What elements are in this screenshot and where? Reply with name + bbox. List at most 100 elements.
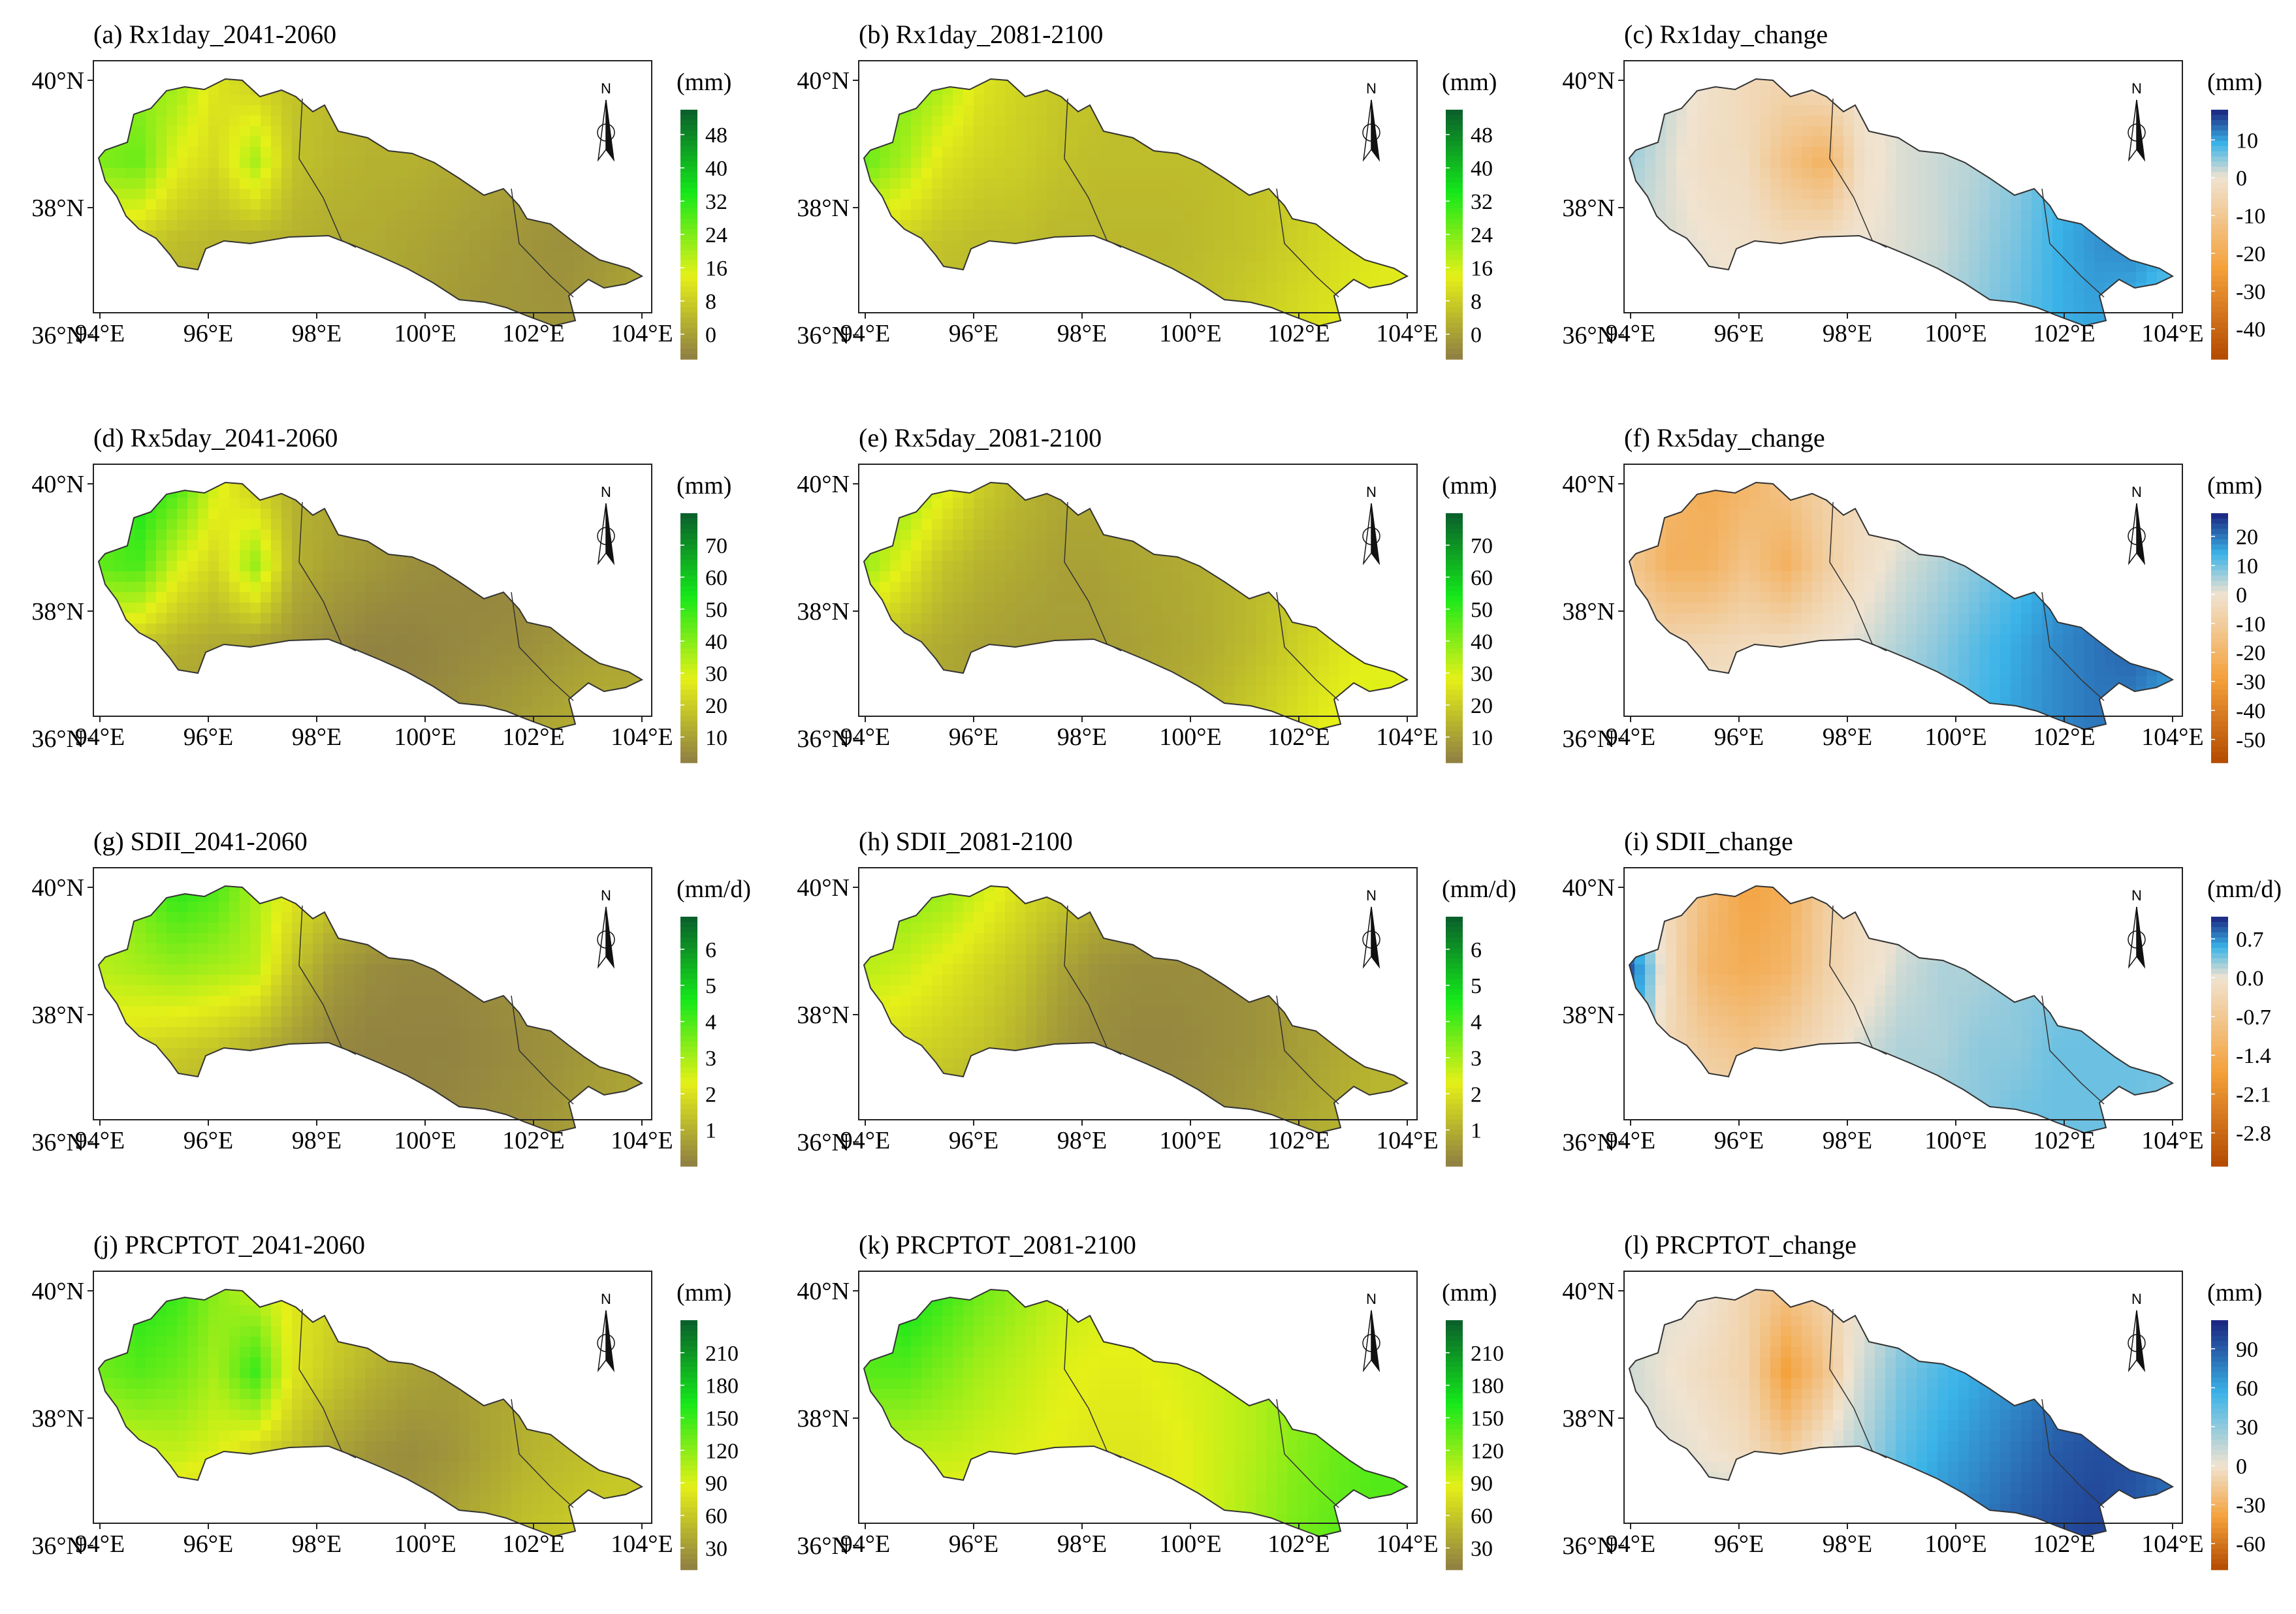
heatmap-cell xyxy=(365,147,376,158)
heatmap-cell xyxy=(1875,79,1886,85)
heatmap-cell xyxy=(880,157,891,168)
heatmap-cell xyxy=(459,147,470,158)
heatmap-cell xyxy=(1990,241,2001,252)
heatmap-cell xyxy=(104,230,115,242)
heatmap-cell xyxy=(1629,262,1635,273)
heatmap-cell xyxy=(995,95,1006,106)
subregion-border xyxy=(2041,188,2105,298)
heatmap-cell xyxy=(1339,95,1350,106)
heatmap-cell xyxy=(396,84,407,95)
heatmap-cell xyxy=(1256,283,1267,294)
heatmap-cell xyxy=(187,582,199,593)
heatmap-cell xyxy=(281,230,293,242)
heatmap-cell xyxy=(511,571,522,582)
heatmap-cell xyxy=(953,79,964,85)
legend-strip xyxy=(680,286,697,293)
heatmap-cell xyxy=(1687,283,1698,294)
heatmap-cell xyxy=(344,220,355,231)
heatmap-cell xyxy=(2000,230,2011,242)
heatmap-cell xyxy=(984,157,995,168)
heatmap-cell xyxy=(167,168,178,179)
heatmap-cell xyxy=(605,251,616,262)
heatmap-cell xyxy=(1896,262,1907,273)
heatmap-cell xyxy=(1875,136,1886,148)
heatmap-cell xyxy=(99,251,104,262)
heatmap-cell xyxy=(2094,126,2105,137)
heatmap-cell xyxy=(2021,84,2032,95)
heatmap-cell xyxy=(261,483,272,488)
heatmap-cell xyxy=(1015,262,1027,273)
heatmap-cell xyxy=(901,95,912,106)
heatmap-cell xyxy=(1990,199,2001,210)
heatmap-cell xyxy=(219,84,230,95)
heatmap-cell xyxy=(595,230,606,242)
heatmap-cell xyxy=(250,272,261,283)
heatmap-cell xyxy=(250,79,261,85)
heatmap-cell xyxy=(880,168,891,179)
heatmap-cell xyxy=(1412,210,1424,221)
heatmap-cell xyxy=(1005,95,1016,106)
heatmap-cell xyxy=(438,210,449,221)
heatmap-cell xyxy=(1990,147,2001,158)
heatmap-cell xyxy=(1287,79,1298,85)
heatmap-cell xyxy=(355,168,366,179)
heatmap-cell xyxy=(104,603,115,614)
legend-strip xyxy=(680,302,697,308)
heatmap-cell xyxy=(564,561,575,572)
heatmap-cell xyxy=(219,230,230,242)
heatmap-cell xyxy=(99,592,104,603)
heatmap-cell xyxy=(438,571,449,582)
heatmap-cell xyxy=(1823,251,1834,262)
heatmap-cell xyxy=(1172,157,1183,168)
heatmap-cell xyxy=(177,230,188,242)
heatmap-cell xyxy=(156,116,167,127)
panel-b: (b) Rx1day_2081-2100 94°E 96°E 98°E 100°E 102… xyxy=(765,0,1531,404)
heatmap-cell xyxy=(1812,251,1823,262)
heatmap-cell xyxy=(864,272,870,283)
heatmap-cell xyxy=(1781,262,1792,273)
heatmap-cell xyxy=(198,519,209,530)
heatmap-cell xyxy=(167,530,178,541)
heatmap-cell xyxy=(2084,136,2095,148)
heatmap-cell xyxy=(1193,178,1204,189)
heatmap-cell xyxy=(522,283,533,294)
y-tick-label: 36°N xyxy=(1562,322,1615,349)
heatmap-cell xyxy=(219,157,230,168)
heatmap-cell xyxy=(1875,95,1886,106)
heatmap-cell xyxy=(1130,199,1141,210)
heatmap-cell xyxy=(869,220,880,231)
heatmap-cell xyxy=(1193,251,1204,262)
heatmap-cell xyxy=(198,550,209,562)
heatmap-cell xyxy=(407,519,418,530)
heatmap-cell xyxy=(292,230,303,242)
heatmap-cell xyxy=(2178,168,2189,179)
heatmap-cell xyxy=(647,157,658,168)
heatmap-cell xyxy=(543,571,554,582)
heatmap-cell xyxy=(553,210,564,221)
heatmap-cell xyxy=(532,483,543,488)
heatmap-cell xyxy=(396,241,407,252)
heatmap-cell xyxy=(261,126,272,137)
heatmap-cell xyxy=(1927,199,1938,210)
heatmap-cell xyxy=(187,105,199,116)
heatmap-cell xyxy=(1854,293,1865,304)
heatmap-cell xyxy=(334,293,345,304)
heatmap-cell xyxy=(1099,105,1110,116)
heatmap-cell xyxy=(2094,136,2105,148)
heatmap-cell xyxy=(890,79,901,85)
heatmap-cell xyxy=(114,84,125,95)
heatmap-cell xyxy=(2115,199,2126,210)
heatmap-cell xyxy=(407,199,418,210)
heatmap-cell xyxy=(396,136,407,148)
heatmap-cell xyxy=(995,220,1006,231)
heatmap-cell xyxy=(334,509,345,520)
heatmap-cell xyxy=(2157,105,2168,116)
heatmap-cell xyxy=(208,488,219,499)
heatmap-cell xyxy=(1266,116,1277,127)
heatmap-cell xyxy=(1875,272,1886,283)
heatmap-cell xyxy=(292,147,303,158)
heatmap-cell xyxy=(869,230,880,242)
heatmap-cell xyxy=(1130,241,1141,252)
heatmap-cell xyxy=(1781,324,1792,326)
heatmap-cell xyxy=(1162,136,1173,148)
